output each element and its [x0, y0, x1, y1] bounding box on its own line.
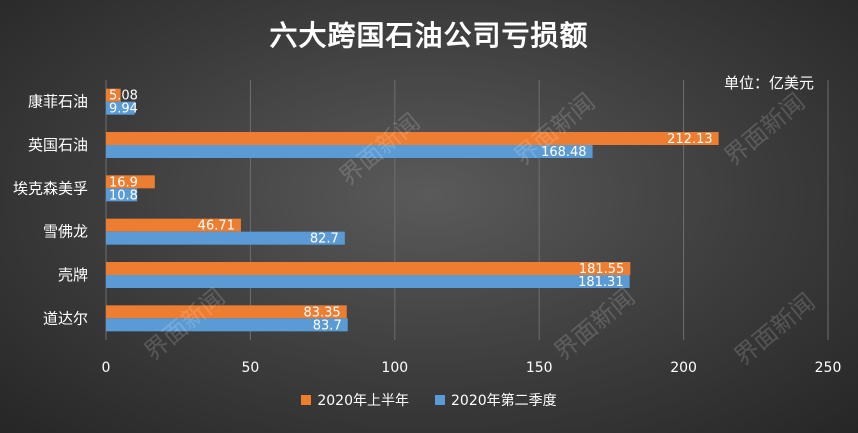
- legend-item-q2: 2020年第二季度: [435, 390, 557, 410]
- data-label: 181.55: [579, 262, 625, 277]
- y-category-label: 埃克森美孚: [13, 179, 88, 197]
- bar-0: [106, 305, 347, 319]
- legend-label-h1: 2020年上半年: [317, 393, 409, 409]
- data-label: 82.7: [310, 232, 339, 247]
- data-label: 5.08: [109, 89, 138, 104]
- data-label: 83.7: [313, 318, 342, 333]
- chart-title: 六大跨国石油公司亏损额: [269, 19, 589, 52]
- unit-label: 单位：亿美元: [723, 74, 814, 92]
- y-category-label: 雪佛龙: [43, 223, 88, 241]
- bar-0: [106, 218, 241, 232]
- bar-1: [106, 188, 138, 202]
- data-label: 9.94: [109, 102, 138, 117]
- x-tick-label: 150: [526, 360, 553, 376]
- chart-legend: 2020年上半年 2020年第二季度: [0, 390, 858, 410]
- legend-swatch-blue: [435, 395, 445, 405]
- y-category-label: 壳牌: [58, 266, 88, 284]
- bar-0: [106, 262, 631, 275]
- bar-1: [106, 275, 630, 288]
- x-tick-label: 0: [102, 360, 111, 376]
- bar-0: [106, 132, 719, 145]
- y-category-label: 道达尔: [43, 309, 88, 327]
- data-label: 181.31: [578, 275, 624, 290]
- x-tick-label: 50: [241, 360, 259, 376]
- bar-1: [106, 318, 348, 332]
- legend-swatch-orange: [301, 395, 312, 405]
- bar-1: [106, 145, 593, 158]
- data-label: 16.9: [109, 175, 138, 190]
- legend-label-q2: 2020年第二季度: [451, 393, 557, 409]
- data-label: 168.48: [541, 145, 587, 160]
- bar-0: [106, 88, 121, 102]
- bar-1: [106, 231, 345, 245]
- bar-1: [106, 101, 135, 115]
- x-tick-label: 250: [815, 360, 842, 376]
- data-label: 10.8: [109, 188, 138, 203]
- legend-item-h1: 2020年上半年: [301, 390, 409, 410]
- bar-0: [106, 175, 155, 189]
- data-label: 46.71: [198, 219, 235, 234]
- data-label: 83.35: [303, 305, 340, 320]
- data-label: 212.13: [667, 132, 713, 147]
- x-tick-label: 100: [381, 360, 408, 376]
- y-category-label: 康菲石油: [28, 93, 88, 111]
- y-category-label: 英国石油: [28, 136, 88, 154]
- x-tick-label: 200: [670, 360, 697, 376]
